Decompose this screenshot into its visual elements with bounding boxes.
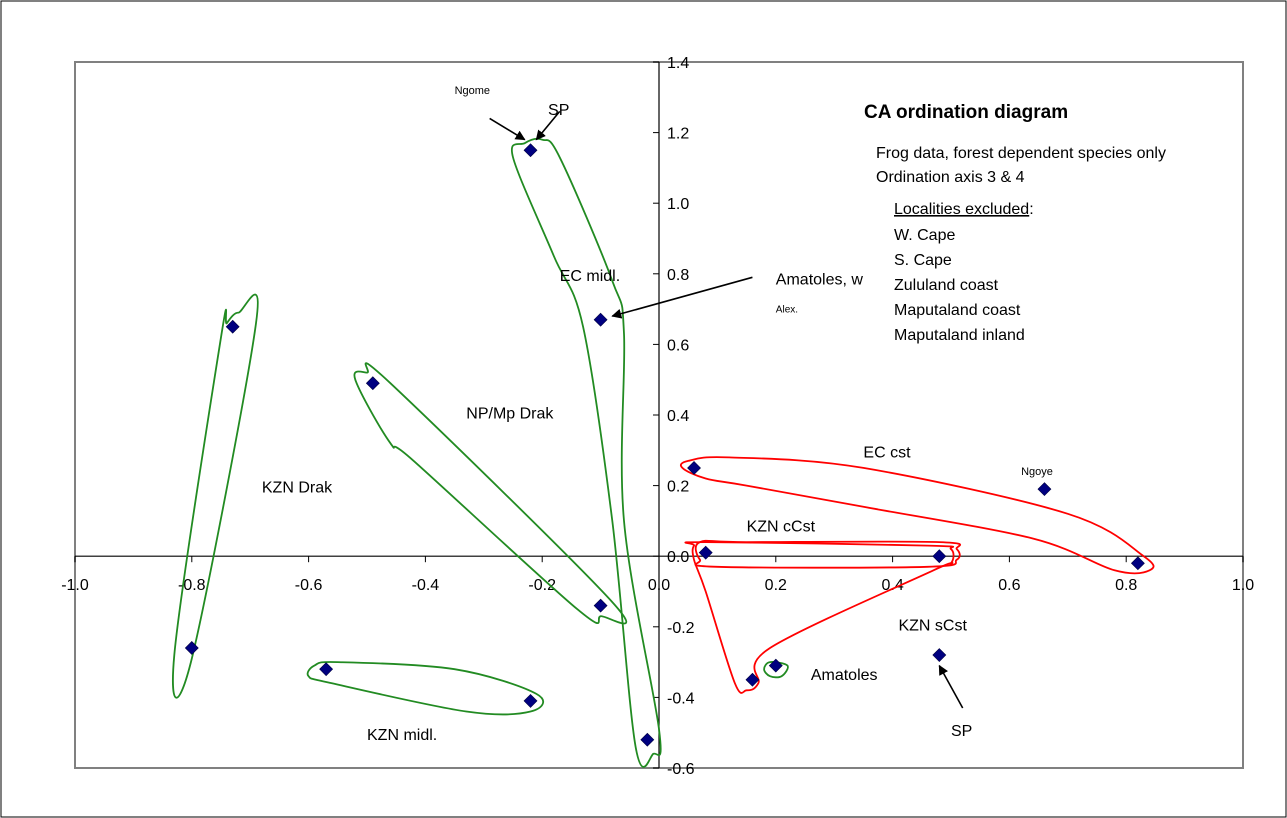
excluded-item: Maputaland coast <box>894 302 1021 319</box>
annotation-label: Ngome <box>455 85 490 97</box>
x-tick-label: -0.6 <box>295 577 323 594</box>
y-tick-label: -0.6 <box>667 761 695 778</box>
data-point-marker <box>593 312 608 327</box>
excluded-item: Zululand coast <box>894 277 999 294</box>
group-label: EC cst <box>863 444 911 461</box>
annotation-arrow <box>535 110 561 141</box>
excluded-heading-colon: : <box>1029 201 1033 218</box>
excluded-heading-line: Localities excluded: <box>894 201 1034 218</box>
data-point-marker <box>687 461 701 475</box>
x-tick-label: 0.4 <box>881 577 903 594</box>
data-point-marker <box>593 598 608 613</box>
group-outline <box>684 541 955 694</box>
data-point-marker <box>1130 556 1145 571</box>
chart-title: CA ordination diagram <box>864 102 1068 123</box>
x-tick-label: 0.6 <box>998 577 1020 594</box>
group-outline <box>679 456 1155 575</box>
annotation-label: SP <box>951 723 972 740</box>
y-tick-label: 1.2 <box>667 126 689 143</box>
y-tick-label: 1.0 <box>667 196 689 213</box>
excluded-item: Maputaland inland <box>894 327 1025 344</box>
annotation-label: Amatoles, w <box>776 271 864 288</box>
group-outlines: KZN Drak NP/Mp Drak KZN midl. EC midl. Amato… <box>172 137 1155 768</box>
data-point-marker <box>932 648 947 662</box>
annotation-arrow <box>938 664 964 709</box>
x-tick-label: 0.2 <box>765 577 787 594</box>
y-tick-label: 0.8 <box>667 267 689 284</box>
annotation-arrow <box>611 276 753 319</box>
y-tick-label: 0.4 <box>667 408 689 425</box>
group-outline <box>172 293 259 699</box>
y-tick-label: 0.6 <box>667 337 689 354</box>
data-point-marker <box>319 662 334 677</box>
data-point-marker <box>365 376 380 391</box>
data-point-marker <box>640 732 655 747</box>
annotations: Ngome SP Amatoles, w Alex. Ngoye SP <box>455 85 1053 740</box>
group-outline <box>306 661 545 716</box>
x-tick-label: 1.0 <box>1232 577 1254 594</box>
annotation-label: SP <box>548 102 569 119</box>
group-label: KZN cCst <box>747 518 816 535</box>
y-tick-label: 0.0 <box>667 549 689 566</box>
group-label: EC midl. <box>560 268 620 285</box>
group-label: KZN midl. <box>367 727 437 744</box>
data-point-marker <box>184 641 199 655</box>
data-point-marker <box>768 658 783 673</box>
group-label: KZN sCst <box>898 617 967 634</box>
excluded-heading: Localities excluded <box>894 201 1029 218</box>
data-point-marker <box>523 694 538 708</box>
group-outline <box>763 661 789 679</box>
data-point-marker <box>745 672 760 687</box>
group-label: Amatoles <box>811 667 878 684</box>
y-tick-label: -0.4 <box>667 690 695 707</box>
annotation-label: Alex. <box>776 305 798 316</box>
y-tick-label: 1.4 <box>667 55 689 72</box>
subtitle-line-2: Ordination axis 3 & 4 <box>876 169 1025 186</box>
data-point-marker <box>698 545 713 560</box>
x-tick-label: -0.2 <box>528 577 556 594</box>
data-point-marker <box>1037 482 1052 497</box>
data-point-marker <box>523 143 538 158</box>
excluded-item: S. Cape <box>894 252 952 269</box>
data-points <box>184 143 1145 747</box>
y-tick-label: -0.2 <box>667 620 695 637</box>
info-panel: CA ordination diagram Frog data, forest … <box>864 102 1166 344</box>
x-tick-label: -1.0 <box>61 577 89 594</box>
group-label: KZN Drak <box>262 480 333 497</box>
group-outline <box>510 137 662 768</box>
x-tick-label: 0.0 <box>648 577 670 594</box>
group-label: NP/Mp Drak <box>466 406 554 423</box>
axes: -1.0 -0.8 -0.6 -0.4 -0.2 0.0 0.2 0.4 0.6 0.8 1.0 -0… <box>61 55 1254 778</box>
y-tick-label: 0.2 <box>667 479 689 496</box>
annotation-label: Ngoye <box>1021 466 1053 478</box>
annotation-arrow <box>489 117 526 141</box>
x-tick-label: -0.8 <box>178 577 206 594</box>
data-point-marker <box>225 319 240 334</box>
excluded-item: W. Cape <box>894 227 955 244</box>
group-outline <box>353 362 628 625</box>
x-tick-label: 0.8 <box>1115 577 1137 594</box>
x-tick-label: -0.4 <box>412 577 440 594</box>
subtitle-line-1: Frog data, forest dependent species only <box>876 145 1166 162</box>
data-point-marker <box>932 549 947 564</box>
